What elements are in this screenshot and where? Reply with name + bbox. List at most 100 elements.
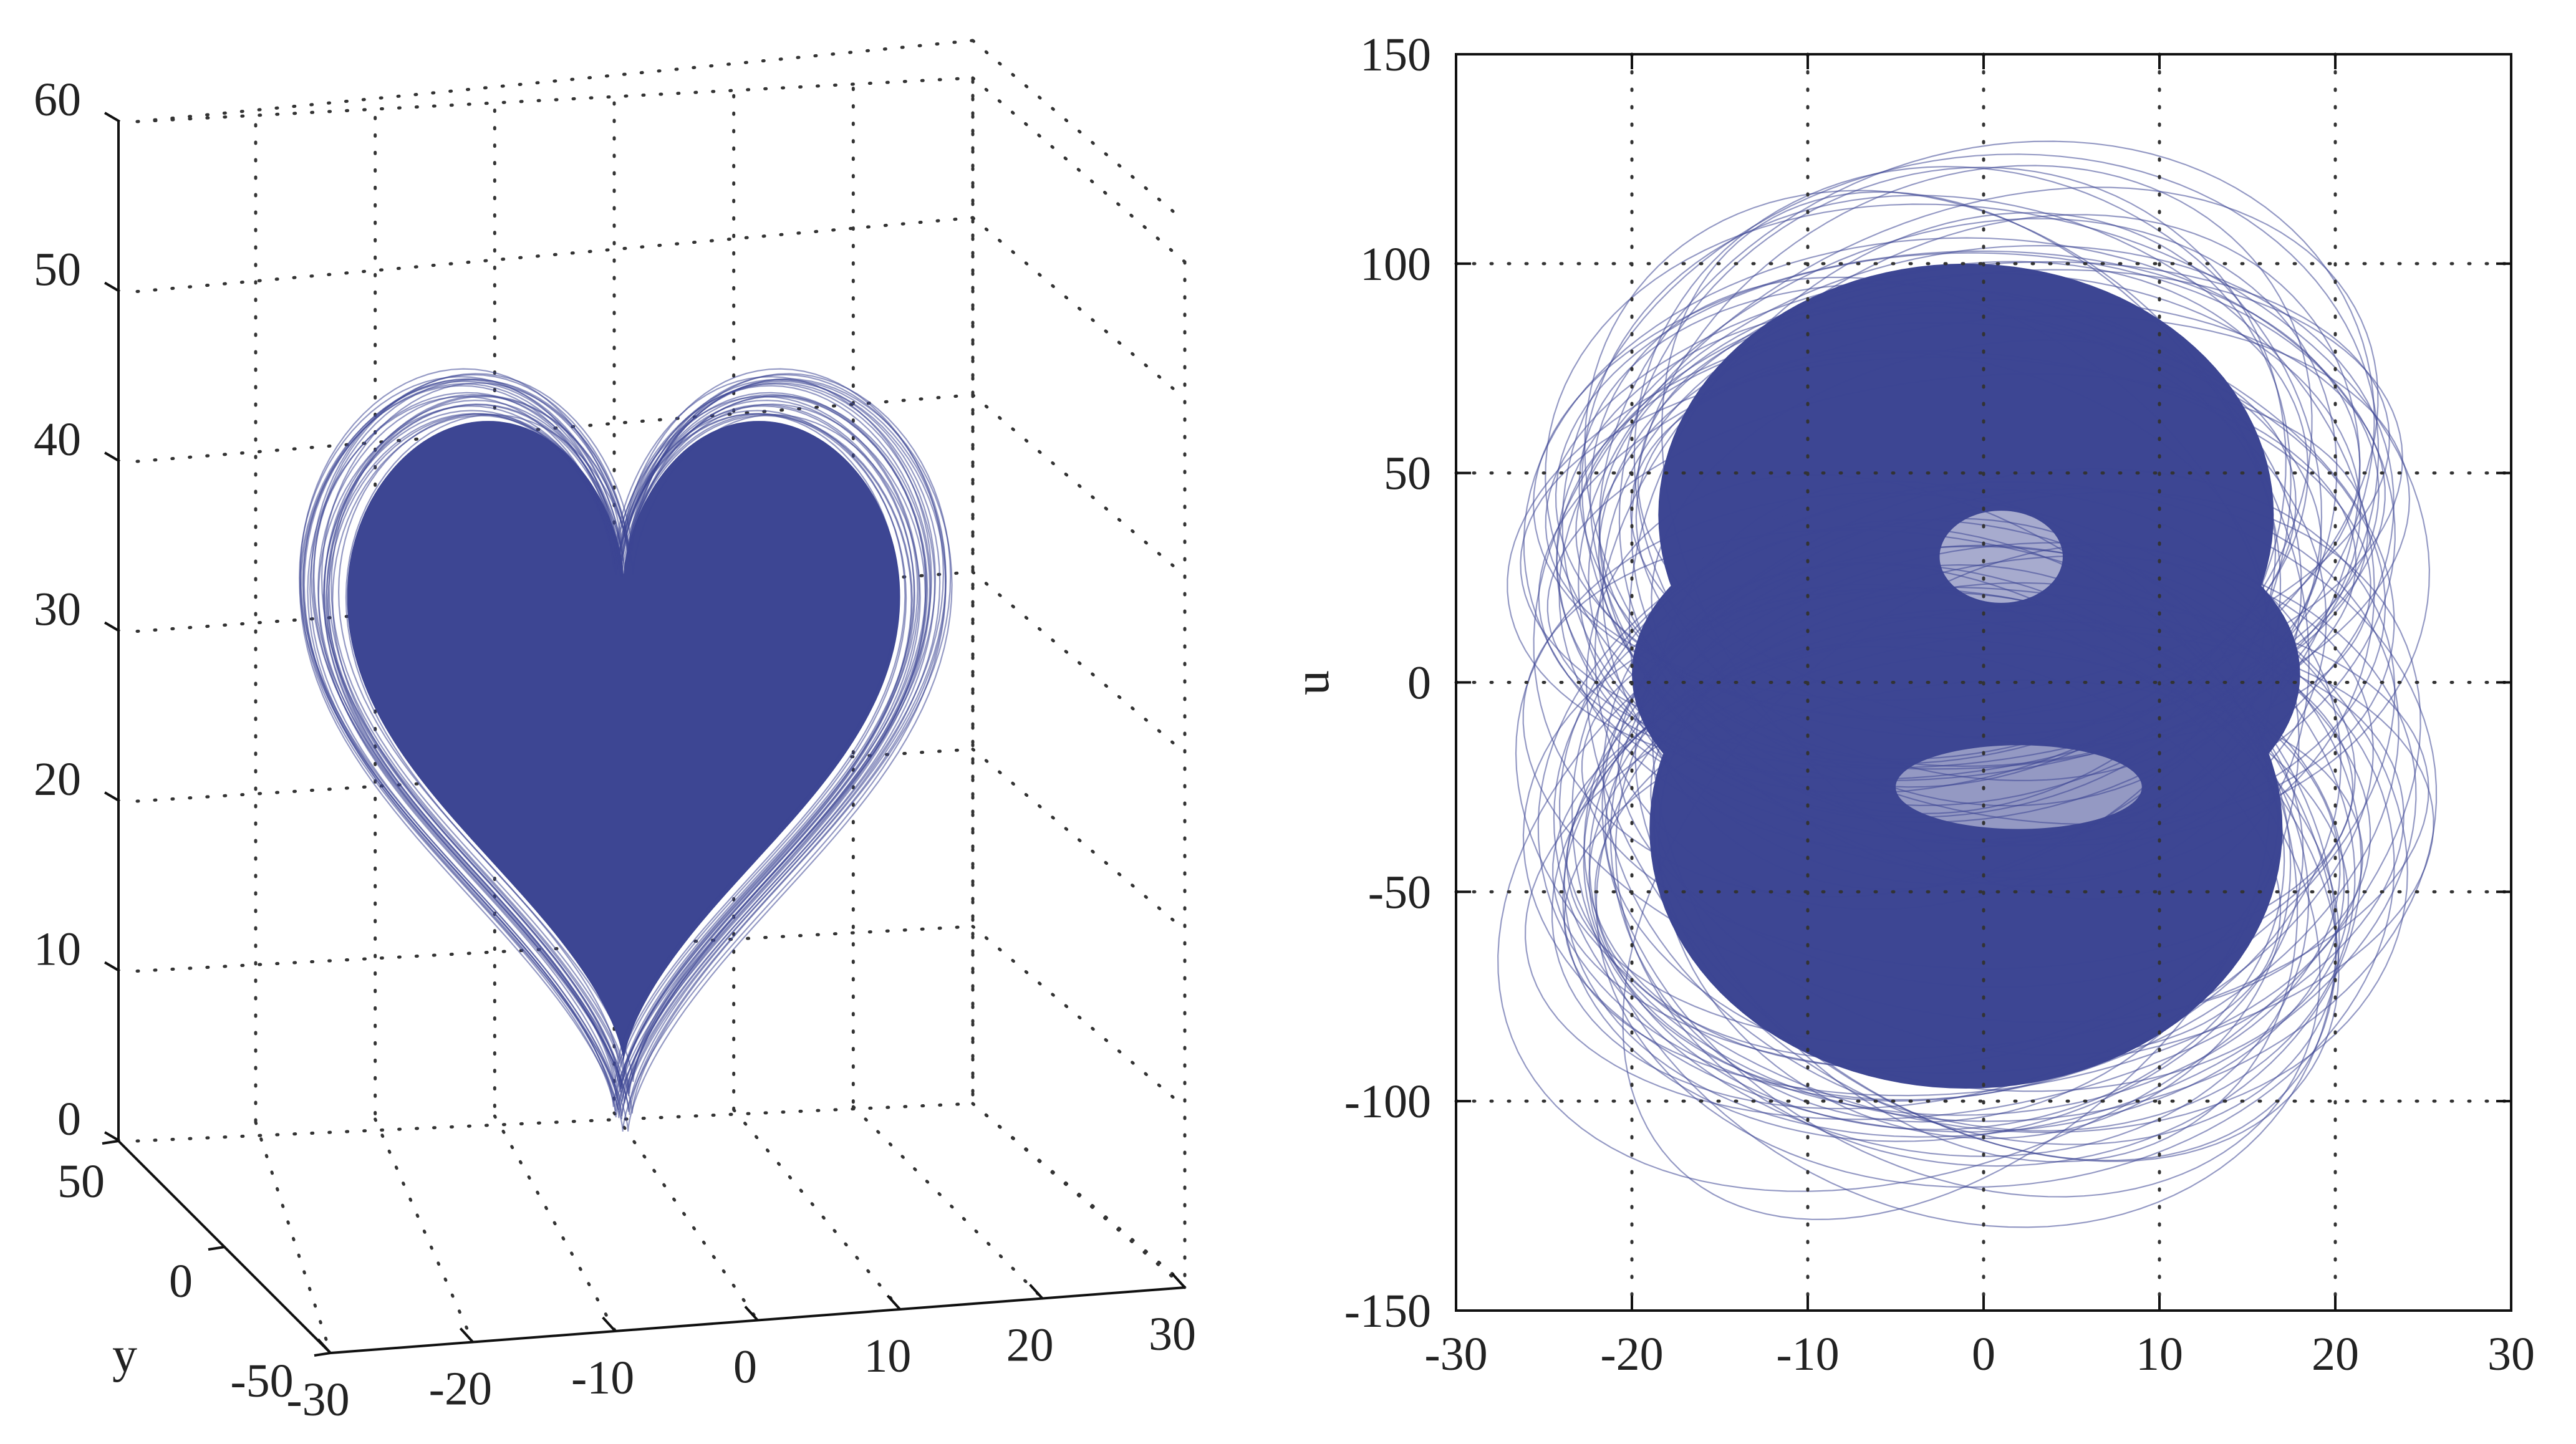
trajectory-orbit-2d (1595, 582, 2395, 1188)
y-tick-label-2d: -100 (1344, 1076, 1431, 1128)
trajectory-orbit-2d (1586, 474, 2337, 1162)
grid-line-z (135, 216, 975, 293)
trajectory-orbit-2d (1601, 289, 2302, 885)
trajectory-orbit-2d (1589, 276, 2274, 887)
trajectory-orbit-2d (1594, 653, 2279, 1061)
z-tick-mark (104, 791, 121, 802)
grid-line-floor (254, 1120, 332, 1355)
z-tick-label: 0 (57, 1093, 81, 1145)
trajectory-orbit-3d (307, 395, 920, 1107)
x-tick-label: -20 (429, 1363, 492, 1415)
x-tick-mark (1171, 1273, 1186, 1289)
trajectory-orbit-2d (1561, 153, 2380, 823)
trajectory-orbit-2d (1588, 311, 2277, 818)
trajectory-orbit-2d (1661, 191, 2310, 900)
trajectory-orbit-2d (1650, 645, 2282, 1056)
trajectory-orbit-3d (300, 385, 932, 1118)
trajectory-orbit-2d (1558, 244, 2395, 852)
trajectory-orbit-2d (1545, 261, 2390, 701)
trajectory-orbit-3d (323, 410, 906, 1086)
trajectory-orbit-2d (1578, 282, 2395, 825)
x-tick-label-2d: -30 (1424, 1328, 1487, 1380)
axes-3d (102, 112, 1186, 1357)
trajectory-orbit-3d (317, 393, 927, 1102)
grid-2d (1454, 52, 2513, 1312)
x-tick-label: -10 (571, 1352, 634, 1404)
x-tick-mark (886, 1294, 901, 1311)
trajectory-orbit-2d (1604, 637, 2350, 1092)
grid-line-top-side (971, 76, 1187, 264)
tick-labels-3d: 0 10 20 30 40 50 60 -30 -20 -10 0 10 20 30 -50 0 50 (34, 74, 1196, 1426)
z-tick-label: 20 (34, 753, 81, 806)
trajectory-orbit-2d (1556, 322, 2386, 847)
trajectory-orbit-3d (317, 405, 915, 1099)
x-tick-label-2d: -20 (1600, 1328, 1663, 1380)
x-tick-mark (317, 1338, 332, 1354)
trajectory-orbit-2d (1524, 629, 2405, 1120)
grid-line-z-side (971, 925, 1187, 1109)
trajectory-orbit-2d (1571, 526, 2337, 1228)
grid-line-z (135, 1102, 975, 1143)
x-tick-label-2d: 20 (2312, 1328, 2359, 1380)
trajectory-orbit-3d (324, 399, 919, 1089)
trajectory-orbit-2d (1651, 339, 2297, 760)
trajectory-3d (299, 368, 953, 1132)
z-tick-label: 30 (34, 584, 81, 636)
ticks-2d (1455, 53, 2512, 1312)
trajectory-orbit-2d (1594, 214, 2361, 910)
trajectory-orbit-2d (1598, 261, 2309, 764)
y-tick-label-2d: -150 (1344, 1285, 1431, 1337)
trajectory-orbit-2d (1545, 203, 2431, 847)
y-tick-label-2d: 150 (1360, 29, 1431, 81)
grid-line-z-side (971, 748, 1187, 932)
trajectory-orbit-2d (1520, 356, 2357, 770)
y-tick-label-2d: 100 (1360, 238, 1431, 291)
grid-line-z-side (971, 570, 1187, 754)
trajectory-orbit-2d (1653, 616, 2340, 1145)
y-tick-label-2d: 50 (1384, 448, 1431, 500)
z-tick-mark (104, 112, 121, 123)
x-tick-mark (744, 1306, 759, 1321)
plot-3d-phase-portrait: 0 10 20 30 40 50 60 -30 -20 -10 0 10 20 30 -50 0 50 y (34, 39, 1196, 1426)
x-tick-mark (602, 1316, 617, 1332)
trajectory-orbit-2d (1633, 166, 2323, 807)
trajectory-orbit-2d (1651, 480, 2299, 1163)
z-tick-label: 60 (34, 74, 81, 126)
x-tick-mark (459, 1327, 474, 1343)
z-tick-mark (104, 451, 121, 463)
grid-line-z-side (971, 216, 1187, 400)
grid-line-top-back (135, 76, 975, 123)
x-tick-label: 30 (1149, 1308, 1196, 1360)
trajectory-orbit-2d (1537, 488, 2342, 1102)
y-tick-label: -50 (230, 1355, 293, 1407)
grid-line-floor (374, 1117, 475, 1344)
x-tick-label-2d: 10 (2136, 1328, 2183, 1380)
grid-line-floor (493, 1114, 617, 1333)
trajectory-orbit-2d (1637, 301, 2322, 724)
y-tick-label-2d: 0 (1407, 657, 1431, 710)
trajectory-orbit-2d (1558, 481, 2438, 1122)
trajectory-orbit-2d (1551, 555, 2374, 1110)
trajectory-orbit-2d (1614, 544, 2362, 1167)
trajectory-orbit-3d (311, 373, 947, 1112)
y-tick-mark (208, 1246, 225, 1251)
z-tick-mark (104, 281, 121, 293)
trajectory-orbit-2d (1635, 350, 2267, 782)
trajectory-orbit-2d (1546, 373, 2368, 769)
y-axis-label-3d: y (112, 1328, 137, 1383)
y-tick-label: 50 (57, 1155, 105, 1208)
z-tick-label: 40 (34, 413, 81, 466)
z-tick-mark (104, 1131, 121, 1142)
x-tick-label: 0 (733, 1341, 757, 1393)
x-tick-label: 20 (1006, 1319, 1054, 1372)
trajectory-core-3d (347, 421, 900, 1064)
grid-line-floor (612, 1111, 760, 1322)
trajectory-orbit-3d (302, 383, 936, 1119)
trajectory-orbit-3d (299, 368, 945, 1117)
trajectory-core-middle (1632, 485, 2300, 863)
z-tick-mark (104, 621, 121, 633)
z-tick-mark (104, 961, 121, 973)
